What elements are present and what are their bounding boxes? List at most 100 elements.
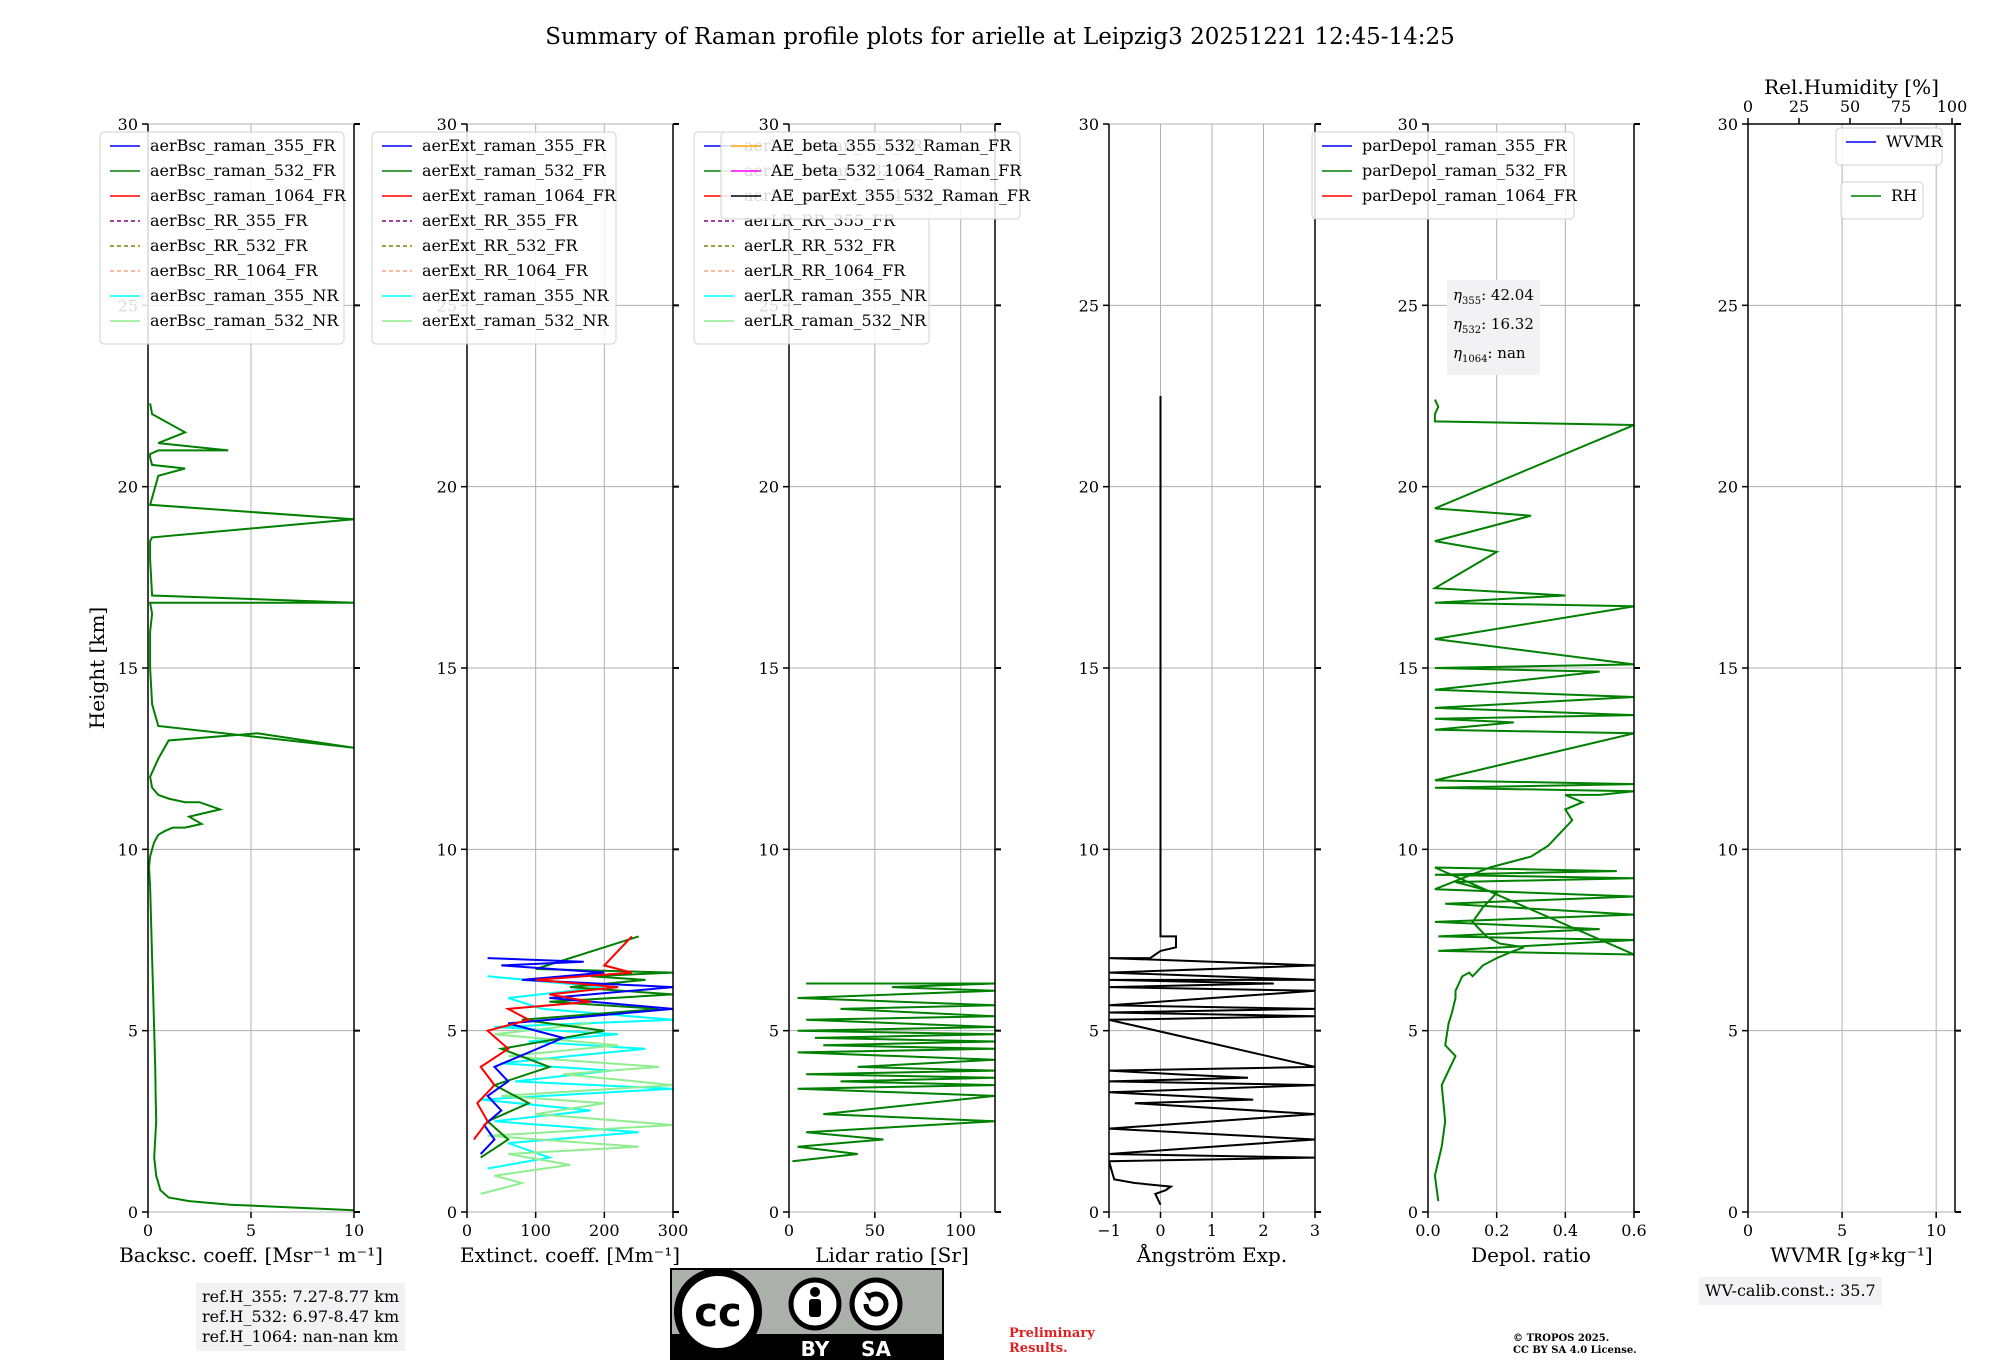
y-tick-label: 5: [769, 1022, 779, 1041]
y-tick-label: 25: [1398, 296, 1418, 315]
x-tick-label: 0.6: [1621, 1221, 1646, 1240]
preliminary-note: Preliminary Results.: [1009, 1326, 1095, 1356]
y-tick-label: 10: [118, 840, 138, 859]
x-tick-label: 0: [1743, 1221, 1753, 1240]
legend-label: aerExt_raman_355_NR: [422, 286, 610, 305]
legend: AE_beta_355_532_Raman_FR AE_beta_532_1064…: [720, 131, 1031, 220]
legend: parDepol_raman_355_FR parDepol_raman_532_…: [1311, 131, 1578, 220]
cc-by-sa-badge: cc BY SA: [670, 1268, 944, 1360]
top-x-tick-label: 25: [1789, 97, 1809, 116]
legend-label: parDepol_raman_1064_FR: [1362, 186, 1578, 205]
eta-355-value: 42.04: [1490, 286, 1534, 304]
x-tick-label: 100: [945, 1221, 976, 1240]
legend-label: AE_beta_355_532_Raman_FR: [770, 136, 1012, 155]
figure-title: Summary of Raman profile plots for ariel…: [545, 24, 1455, 50]
y-tick-label: 0: [447, 1203, 457, 1222]
x-tick-label: 5: [1837, 1221, 1847, 1240]
legend-label: aerExt_raman_532_FR: [422, 161, 607, 180]
legend-label: aerExt_RR_532_FR: [422, 236, 579, 255]
series-aerExt_raman_532_FR: [480, 935, 673, 1159]
y-tick-label: 5: [1728, 1022, 1738, 1041]
y-tick-label: 5: [128, 1022, 138, 1041]
y-tick-label: 10: [437, 840, 457, 859]
legend-label: aerLR_raman_532_NR: [744, 311, 927, 330]
refh-355-label: ref.H_355: 7.27-8.77 km: [202, 1287, 400, 1306]
legend-box: [1835, 127, 1943, 166]
legend-box: [99, 131, 345, 345]
y-tick-label: 0: [1728, 1203, 1738, 1222]
y-tick-label: 20: [1079, 478, 1099, 497]
legend-label: WVMR: [1886, 132, 1943, 151]
legend: aerExt_raman_355_FR aerExt_raman_532_FRae…: [371, 131, 617, 345]
x-tick-label: 0: [1155, 1221, 1165, 1240]
legend-label: parDepol_raman_355_FR: [1362, 136, 1568, 155]
eta-532-value: 16.32: [1490, 315, 1534, 333]
y-tick-label: 30: [1398, 115, 1418, 134]
legend: WVMR: [1835, 127, 1943, 166]
x-axis-label: Depol. ratio: [1471, 1243, 1591, 1267]
y-tick-label: 30: [759, 115, 779, 134]
wv-calib-label: WV-calib.const.: 35.7: [1705, 1281, 1876, 1300]
legend-label: aerLR_RR_532_FR: [744, 236, 896, 255]
x-tick-label: 300: [658, 1221, 689, 1240]
series-aerLR_raman_532_FR: [792, 982, 995, 1163]
y-tick-label: 0: [769, 1203, 779, 1222]
legend-label: AE_beta_532_1064_Raman_FR: [770, 161, 1022, 180]
x-tick-label: 0.0: [1415, 1221, 1440, 1240]
refh-532-label: ref.H_532: 6.97-8.47 km: [202, 1307, 400, 1326]
legend: RH: [1840, 181, 1924, 220]
y-tick-label: 20: [118, 478, 138, 497]
series-AE_parExt_355_532_Raman_FR: [1109, 396, 1315, 1206]
y-tick-label: 20: [1718, 478, 1738, 497]
series-aerExt_raman_1064_FR: [473, 935, 633, 1141]
legend-label: aerLR_raman_355_NR: [744, 286, 927, 305]
y-tick-label: 15: [1079, 659, 1099, 678]
x-axis-label: Backsc. coeff. [Msr⁻¹ m⁻¹]: [119, 1243, 383, 1267]
top-x-tick-label: 75: [1891, 97, 1911, 116]
x-tick-label: 0.2: [1484, 1221, 1509, 1240]
legend-box: [371, 131, 617, 345]
x-tick-label: 0: [784, 1221, 794, 1240]
wv-calib-box: WV-calib.const.: 35.7: [1699, 1277, 1882, 1305]
legend-label: aerExt_RR_355_FR: [422, 211, 579, 230]
y-tick-label: 10: [1398, 840, 1418, 859]
legend-box: [1311, 131, 1575, 220]
legend-label: aerBsc_raman_532_FR: [150, 161, 336, 180]
y-tick-label: 5: [1408, 1022, 1418, 1041]
legend-box: [720, 131, 1021, 220]
legend-label: parDepol_raman_532_FR: [1362, 161, 1568, 180]
x-axis-label: WVMR [g∗kg⁻¹]: [1770, 1243, 1932, 1267]
y-tick-label: 15: [437, 659, 457, 678]
y-tick-label: 10: [759, 840, 779, 859]
cc-icon: [674, 1268, 762, 1356]
top-x-tick-label: 0: [1743, 97, 1753, 116]
x-tick-label: 0.4: [1553, 1221, 1578, 1240]
x-tick-label: 50: [865, 1221, 885, 1240]
panel-ext: 0510152025300100200300Extinct. coeff. [M…: [371, 115, 689, 1267]
legend-label: aerExt_raman_532_NR: [422, 311, 610, 330]
x-tick-label: 100: [520, 1221, 551, 1240]
y-tick-label: 10: [1079, 840, 1099, 859]
legend-label: aerBsc_RR_1064_FR: [150, 261, 319, 280]
x-tick-label: 200: [589, 1221, 620, 1240]
legend-box: [1840, 181, 1924, 220]
x-tick-label: −1: [1097, 1221, 1121, 1240]
x-axis-label: Ångström Exp.: [1136, 1242, 1287, 1267]
share-alike-icon: [849, 1277, 903, 1331]
x-tick-label: 1: [1207, 1221, 1217, 1240]
y-tick-label: 30: [118, 115, 138, 134]
x-tick-label: 0: [143, 1221, 153, 1240]
x-tick-label: 2: [1258, 1221, 1268, 1240]
x-axis-label: Extinct. coeff. [Mm⁻¹]: [460, 1243, 680, 1267]
y-tick-label: 5: [1089, 1022, 1099, 1041]
x-tick-label: 5: [246, 1221, 256, 1240]
eta-1064-value: nan: [1497, 344, 1526, 362]
svg-text:cc: cc: [694, 1290, 741, 1336]
x-tick-label: 0: [462, 1221, 472, 1240]
y-tick-label: 5: [447, 1022, 457, 1041]
y-tick-label: 20: [1398, 478, 1418, 497]
y-tick-label: 15: [1398, 659, 1418, 678]
y-tick-label: 30: [1079, 115, 1099, 134]
